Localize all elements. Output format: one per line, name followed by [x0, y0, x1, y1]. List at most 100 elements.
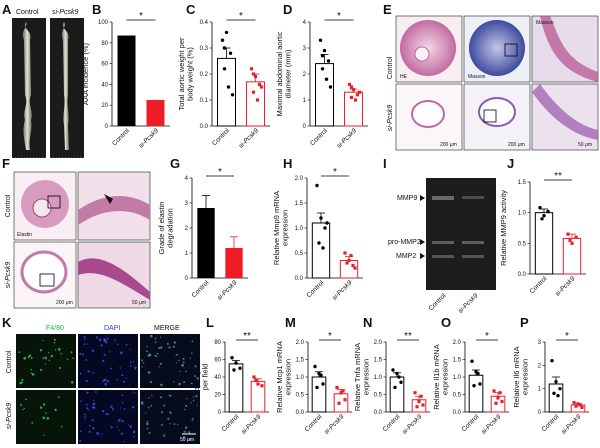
x-tick-label: si-Pcsk9 — [238, 127, 261, 150]
data-point-si — [576, 402, 580, 406]
y-tick-label: 1.0 — [453, 375, 462, 381]
fluorescence-speck — [96, 432, 100, 435]
fluorescence-speck — [194, 365, 196, 367]
x-tick-label: Control — [111, 127, 131, 147]
data-point-control — [476, 371, 480, 376]
data-point-si — [341, 389, 345, 393]
fluorescence-speck — [182, 361, 185, 364]
data-point-control — [472, 384, 476, 388]
x-tick-label: Control — [306, 279, 326, 299]
panel-N-chart: 0.0 0.5 1.0 1.5 2.0 Relative Tnfa mRNA express… — [353, 331, 430, 436]
panel-letter-E: E — [383, 2, 392, 17]
fluorescence-speck — [167, 417, 170, 420]
fluorescence-speck — [92, 406, 96, 409]
y-tick-label: 0.0 — [453, 410, 462, 416]
y-axis-label: expression — [520, 359, 529, 395]
data-point-control — [232, 368, 236, 372]
fluorescence-speck — [95, 336, 99, 339]
fluorescence-speck — [182, 436, 186, 439]
y-axis-label: expression — [440, 359, 449, 395]
panel-J-chart: 0.0 0.5 1.0 1.5 Relative MMP9 activity Contro… — [499, 171, 586, 298]
y-tick-label: 1.0 — [296, 375, 305, 381]
panel-C-chart: 0.0 0.1 0.2 0.3 0.4 Total aortic weight per bo… — [177, 11, 270, 150]
data-point-control — [238, 366, 242, 370]
fluorescence-speck — [150, 334, 153, 338]
fluorescence-speck — [79, 352, 82, 356]
data-point-si — [251, 90, 256, 94]
y-tick-label: 1.5 — [518, 180, 527, 186]
data-point-control — [319, 373, 323, 377]
fluorescence-speck — [133, 361, 135, 363]
data-point-control — [321, 246, 325, 250]
fluorescence-speck — [86, 407, 89, 410]
y-tick-label: 2 — [538, 363, 542, 369]
fluorescence-speck — [159, 336, 162, 339]
y-axis-label: Relative MMP9 activity — [499, 190, 508, 266]
fluorescence-speck — [87, 343, 89, 345]
fluorescence-speck — [150, 404, 153, 407]
data-point-control — [222, 67, 227, 71]
panel-K-tile-4 — [16, 390, 76, 444]
fluorescence-speck — [192, 396, 195, 398]
data-point-control — [319, 216, 323, 220]
data-point-si — [349, 95, 354, 99]
fluorescence-speck — [118, 429, 120, 431]
panel-I-label-mmp9: MMP9 — [397, 195, 417, 202]
fluorescence-speck — [158, 366, 160, 368]
fluorescence-speck — [146, 427, 149, 430]
fluorescence-speck — [19, 381, 23, 385]
bar-control — [197, 208, 215, 278]
y-axis-label: expression — [283, 359, 292, 395]
fluorescence-speck — [182, 357, 185, 360]
data-point-si — [351, 88, 356, 92]
fluorescence-speck — [44, 356, 48, 360]
data-point-si — [357, 90, 362, 94]
bar-control — [315, 63, 334, 127]
bar-si — [146, 100, 165, 126]
bar-control — [228, 363, 244, 413]
fluorescence-speck — [106, 413, 109, 416]
significance-star: * — [218, 167, 222, 178]
panel-F-scale-1: 200 μm — [56, 300, 73, 306]
fluorescence-speck — [191, 340, 194, 343]
y-tick-label: 0.5 — [453, 393, 462, 399]
y-tick-label: 0.4 — [200, 20, 209, 26]
panel-K-row-si: si-Pcsk9 — [6, 403, 13, 430]
data-point-control — [230, 356, 234, 360]
fluorescence-speck — [84, 416, 86, 418]
y-tick-label: 1.5 — [374, 358, 383, 364]
data-point-si — [351, 263, 355, 268]
fluorescence-speck — [43, 434, 45, 436]
fluorescence-speck — [21, 378, 24, 382]
y-axis-label: degradation — [165, 208, 174, 248]
data-point-si — [355, 93, 360, 97]
data-point-si — [349, 253, 353, 258]
significance-star: * — [485, 331, 489, 342]
data-point-si — [353, 98, 358, 102]
fluorescence-speck — [120, 432, 124, 435]
fluorescence-speck — [91, 349, 95, 353]
aorta-si — [61, 22, 69, 150]
significance-star: ** — [404, 331, 412, 342]
fluorescence-speck — [163, 404, 166, 407]
fluorescence-speck — [188, 438, 190, 441]
data-point-si — [339, 391, 343, 395]
y-tick-label: 1 — [538, 387, 542, 393]
y-tick-label: 20 — [101, 103, 108, 109]
panel-F-row-si: si-Pcsk9 — [5, 262, 12, 289]
panel-letter-B: B — [92, 2, 101, 17]
fluorescence-speck — [114, 339, 116, 342]
data-point-control — [320, 54, 325, 58]
fluorescence-speck — [132, 430, 136, 434]
fluorescence-speck — [39, 348, 43, 352]
y-tick-label: 0.3 — [200, 46, 209, 52]
fluorescence-speck — [128, 424, 130, 426]
fluorescence-speck — [148, 397, 150, 399]
panel-L-chart: 020406080Macrophage countper fieldContro… — [192, 331, 269, 436]
fluorescence-speck — [79, 439, 82, 443]
fluorescence-speck — [18, 351, 21, 354]
fluorescence-speck — [173, 341, 176, 344]
fluorescence-speck — [70, 351, 73, 354]
fluorescence-speck — [87, 370, 90, 373]
fluorescence-speck — [169, 394, 172, 398]
